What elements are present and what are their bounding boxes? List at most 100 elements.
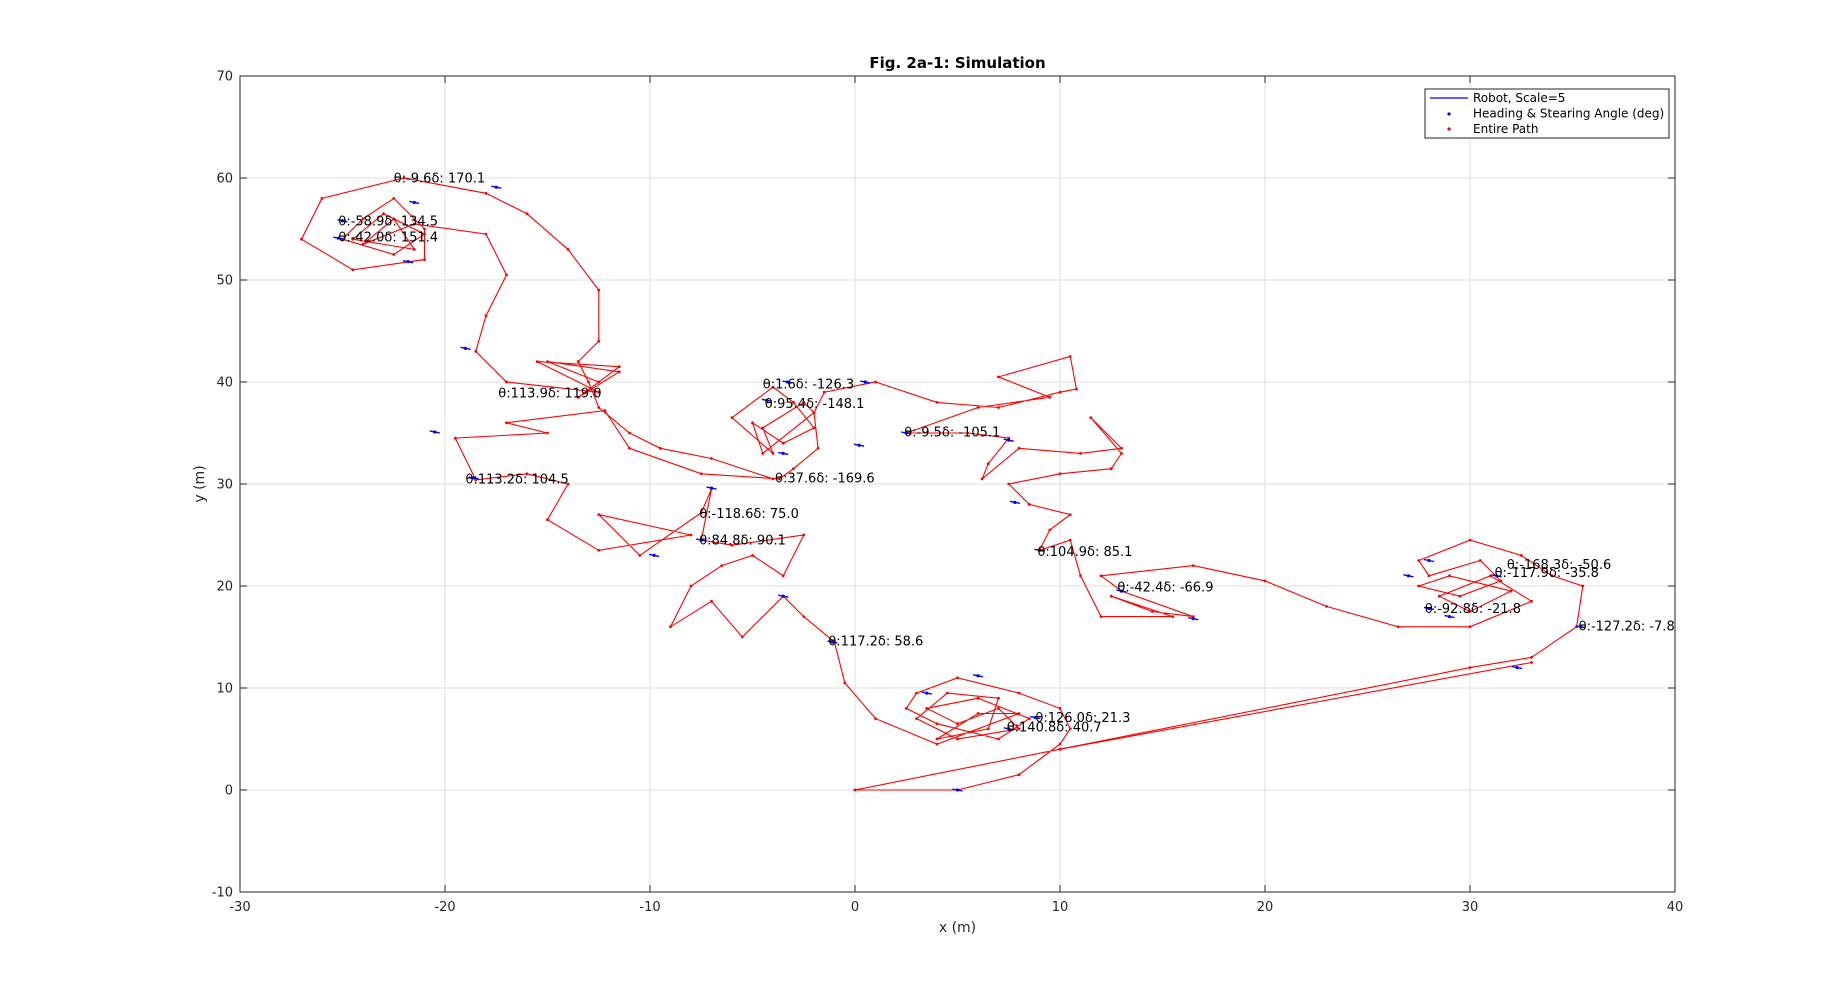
angle-annotation: θ:1.6δ: -126.3 bbox=[763, 378, 854, 393]
path-point bbox=[1017, 446, 1021, 450]
path-point bbox=[1068, 727, 1072, 731]
heading-point bbox=[1447, 615, 1452, 619]
path-point bbox=[1109, 594, 1113, 598]
path-point bbox=[423, 227, 426, 231]
heading-point bbox=[412, 200, 416, 205]
path-point bbox=[730, 416, 734, 420]
path-point bbox=[976, 696, 980, 700]
path-point bbox=[956, 676, 959, 680]
path-point bbox=[1417, 584, 1421, 588]
path-point bbox=[351, 268, 355, 272]
path-point bbox=[1263, 579, 1267, 583]
path-point bbox=[1099, 574, 1103, 578]
x-tick-label: -30 bbox=[229, 900, 250, 915]
path-point bbox=[617, 365, 621, 369]
path-point bbox=[997, 375, 1000, 379]
path-point bbox=[1027, 503, 1031, 506]
y-tick-label: 0 bbox=[225, 784, 233, 799]
x-tick-label: -20 bbox=[434, 900, 455, 915]
angle-annotation: θ:-117.9δ: -35.8 bbox=[1495, 566, 1599, 581]
path-point bbox=[740, 635, 744, 639]
path-point bbox=[1509, 589, 1513, 593]
x-axis-title: x (m) bbox=[939, 920, 976, 936]
path-point bbox=[546, 431, 549, 435]
y-tick-label: -10 bbox=[212, 886, 233, 901]
y-tick-label: 50 bbox=[216, 274, 233, 289]
y-tick-label: 70 bbox=[216, 70, 233, 85]
path-point bbox=[699, 472, 703, 476]
path-point bbox=[935, 742, 939, 746]
path-point bbox=[874, 380, 877, 384]
path-point bbox=[423, 258, 426, 261]
path-point bbox=[658, 446, 662, 450]
path-point bbox=[1468, 538, 1472, 542]
path-point bbox=[781, 441, 785, 445]
path-point bbox=[453, 436, 457, 440]
legend-heading-marker bbox=[1447, 112, 1451, 116]
path-point bbox=[525, 472, 529, 476]
path-point bbox=[1427, 574, 1431, 578]
path-point bbox=[484, 191, 488, 195]
path-point bbox=[935, 401, 939, 404]
path-point bbox=[771, 385, 775, 389]
y-tick-label: 10 bbox=[216, 682, 233, 697]
path-point bbox=[474, 350, 478, 353]
path-point bbox=[597, 288, 601, 292]
path-point bbox=[771, 452, 775, 455]
path-point bbox=[1027, 717, 1031, 720]
angle-annotation: θ:84.8δ: 90.1 bbox=[699, 534, 786, 549]
path-point bbox=[392, 197, 396, 200]
path-point bbox=[761, 452, 765, 455]
path-point bbox=[1489, 574, 1492, 578]
path-point bbox=[392, 253, 396, 256]
angle-annotation: θ:37.6δ: -169.6 bbox=[775, 471, 875, 486]
path-line bbox=[414, 223, 508, 383]
path-point bbox=[710, 457, 713, 460]
path-point bbox=[505, 421, 508, 425]
angle-annotation: θ:-168.3δ: -50.6 bbox=[1507, 558, 1611, 573]
path-point bbox=[546, 360, 549, 363]
x-tick-label: 30 bbox=[1462, 900, 1479, 915]
path-point bbox=[1068, 538, 1072, 542]
path-point bbox=[802, 401, 806, 404]
path-point bbox=[597, 513, 601, 516]
path-point bbox=[997, 406, 1000, 409]
path-markers bbox=[300, 176, 1585, 792]
path-point bbox=[566, 248, 570, 251]
path-point bbox=[720, 564, 724, 567]
path-point bbox=[1530, 661, 1533, 664]
path-point bbox=[853, 788, 857, 792]
path-point bbox=[777, 477, 781, 481]
path-point bbox=[587, 380, 590, 384]
path-point bbox=[761, 426, 765, 430]
heading-point bbox=[904, 431, 908, 435]
path-point bbox=[925, 707, 929, 710]
heading-point bbox=[925, 691, 929, 695]
heading-point bbox=[1427, 606, 1431, 611]
path-point bbox=[1550, 574, 1554, 578]
heading-point bbox=[1033, 715, 1037, 720]
path-point bbox=[1499, 579, 1503, 583]
heading-point bbox=[830, 640, 835, 644]
path-point bbox=[300, 237, 303, 241]
path-point bbox=[1058, 707, 1062, 710]
path-point bbox=[781, 574, 785, 578]
heading-point bbox=[781, 451, 785, 455]
path-point bbox=[1171, 615, 1175, 618]
path-point bbox=[986, 462, 990, 465]
path-point bbox=[1017, 727, 1021, 731]
path-point bbox=[1530, 656, 1533, 659]
path-point bbox=[1079, 452, 1082, 455]
path-point bbox=[361, 242, 365, 246]
heading-point bbox=[336, 236, 340, 240]
path-point bbox=[1581, 584, 1585, 588]
heading-point bbox=[863, 380, 867, 384]
path-point bbox=[915, 717, 918, 720]
path-point bbox=[1099, 615, 1103, 618]
path-point bbox=[997, 696, 1000, 700]
angle-annotation: θ:-58.9δ: 134.5 bbox=[338, 214, 438, 229]
path-point bbox=[689, 584, 693, 588]
path-line bbox=[300, 177, 600, 362]
path-point bbox=[730, 543, 734, 547]
heading-point bbox=[406, 260, 410, 264]
